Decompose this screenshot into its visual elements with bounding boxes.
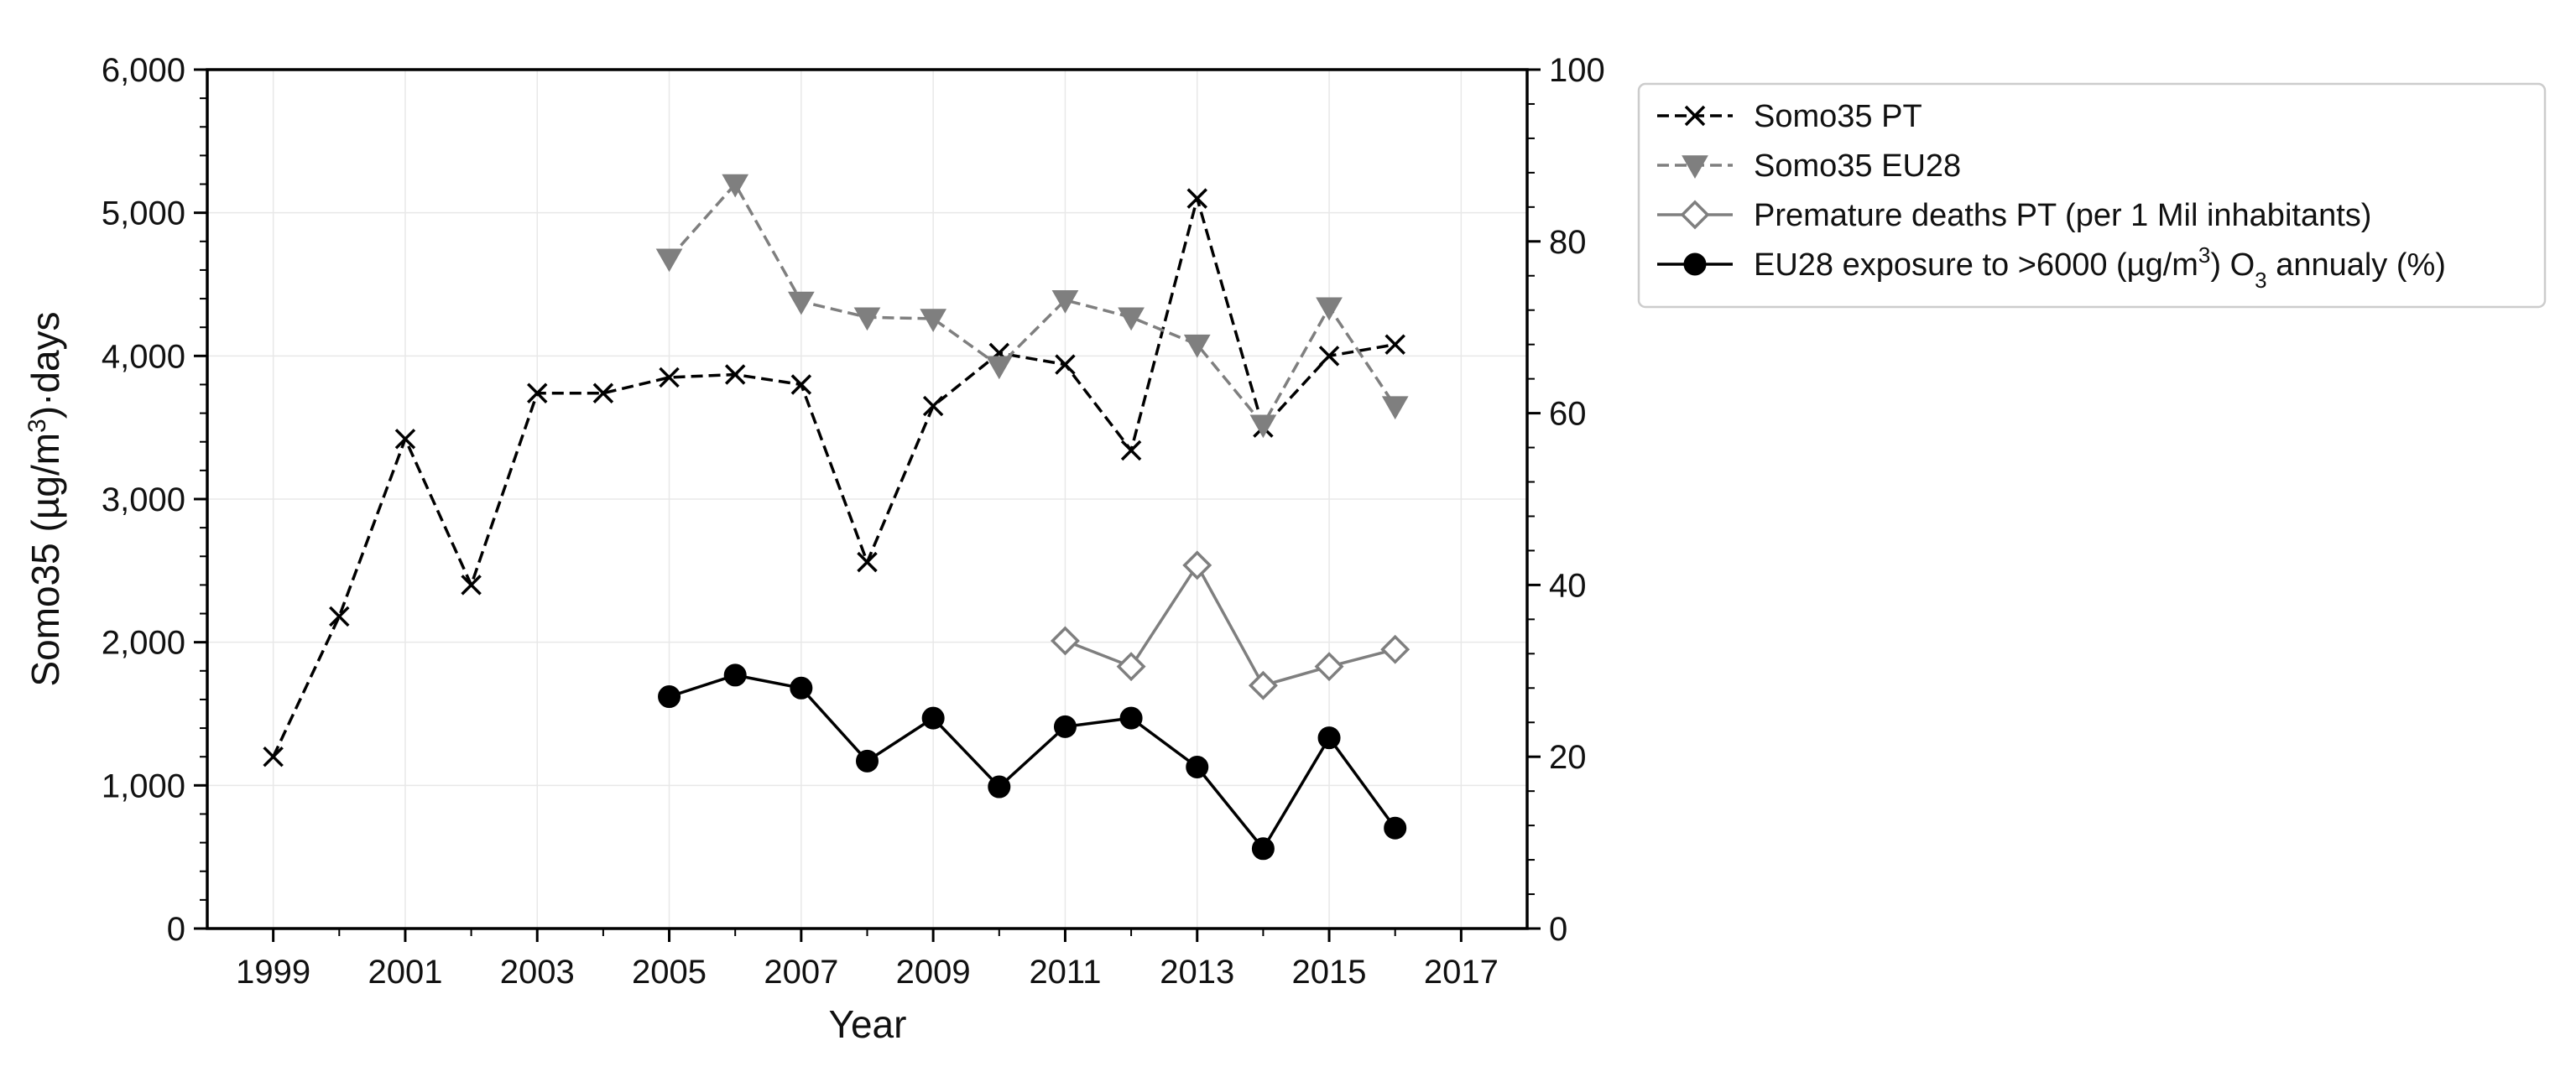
data-point [856, 749, 879, 773]
y-right-tick-label: 100 [1549, 52, 1605, 89]
data-point [1186, 188, 1207, 209]
data-point [723, 663, 747, 687]
x-tick-label: 2005 [632, 954, 707, 991]
x-tick-label: 1999 [236, 954, 310, 991]
data-point [1381, 396, 1409, 420]
data-point [985, 356, 1013, 380]
data-point [790, 374, 812, 395]
y-right-tick-label: 0 [1549, 911, 1567, 948]
data-point [329, 606, 350, 627]
data-point [263, 746, 284, 767]
data-point [790, 676, 813, 700]
data-point [394, 429, 416, 450]
series-1 [655, 174, 1409, 439]
y-left-tick-label: 1,000 [102, 767, 185, 804]
data-point [988, 775, 1011, 799]
data-point [655, 248, 683, 273]
y-axis-title-left: Somo35 (µg/m3)·days [23, 311, 68, 686]
legend-marker [1680, 200, 1710, 230]
data-point [1317, 726, 1341, 750]
series-line [272, 196, 1395, 757]
data-point [787, 291, 815, 315]
data-point [1183, 334, 1211, 358]
data-point [658, 685, 681, 709]
legend-item: EU28 exposure to >6000 (µg/m3) O3 annual… [1657, 242, 2446, 293]
legend-label: Somo35 PT [1754, 99, 1922, 134]
y-right-tick-label: 60 [1549, 396, 1587, 433]
y-left-tick-label: 5,000 [102, 195, 185, 232]
axes: 1999 2001 2003 2005 2007 2009 2011 2013 2015 2017… [102, 52, 1605, 991]
legend-label: EU28 exposure to >6000 (µg/m3) O3 annual… [1754, 242, 2446, 293]
data-point [1186, 755, 1209, 778]
x-tick-label: 2017 [1424, 954, 1499, 991]
data-point [1116, 652, 1146, 682]
data-point [853, 307, 881, 331]
data-point [1249, 414, 1277, 439]
data-point [659, 367, 680, 388]
data-point [1055, 354, 1076, 375]
x-axis-title: Year [829, 1002, 907, 1046]
y-right-tick-label: 80 [1549, 224, 1587, 261]
data-point [527, 382, 548, 403]
data-point [724, 364, 746, 385]
legend-label: Premature deaths PT (per 1 Mil inhabitan… [1754, 198, 2371, 233]
legend-item: Somo35 EU28 [1657, 148, 1961, 184]
series-line [668, 182, 1397, 427]
data-point [1316, 297, 1343, 321]
data-point [1120, 440, 1142, 461]
data-point [1384, 816, 1407, 840]
x-tick-label: 2003 [500, 954, 575, 991]
x-tick-label: 2015 [1292, 954, 1367, 991]
data-point [857, 551, 878, 573]
x-tick-label: 2001 [368, 954, 442, 991]
y-left-tick-label: 3,000 [102, 481, 185, 518]
data-point [1248, 670, 1278, 700]
data-point [1384, 334, 1405, 355]
y-right-tick-label: 40 [1549, 567, 1587, 604]
data-point [922, 395, 944, 417]
legend-marker [1684, 105, 1706, 127]
data-point [1380, 634, 1411, 664]
legend-label: Somo35 EU28 [1754, 148, 1961, 184]
x-tick-label: 2011 [1029, 954, 1101, 991]
y-left-tick-label: 6,000 [102, 52, 185, 89]
legend-marker [1683, 252, 1707, 276]
series-0 [263, 188, 1405, 767]
data-point [1119, 706, 1143, 730]
data-point [921, 706, 945, 730]
data-point [1053, 715, 1077, 738]
legend: Somo35 PT Somo35 EU28 Premature deaths PT … [1637, 82, 2547, 309]
data-point [1318, 346, 1340, 367]
y-left-tick-label: 4,000 [102, 338, 185, 375]
x-tick-label: 2009 [896, 954, 971, 991]
x-tick-label: 2013 [1160, 954, 1234, 991]
series-2 [1050, 550, 1411, 700]
data-point [461, 575, 482, 596]
x-tick-label: 2007 [764, 954, 838, 991]
data-point [1118, 307, 1145, 331]
data-point [722, 174, 749, 198]
data-point [1051, 290, 1079, 314]
data-point [920, 309, 947, 332]
legend-frame [1637, 82, 2547, 309]
legend-item: Premature deaths PT (per 1 Mil inhabitan… [1657, 198, 2371, 233]
data-point [1314, 652, 1344, 682]
series-3 [658, 663, 1407, 861]
plot-series [263, 174, 1411, 861]
y-right-tick-label: 20 [1549, 739, 1587, 776]
data-point [1182, 550, 1212, 580]
y-left-tick-label: 2,000 [102, 625, 185, 662]
data-point [592, 382, 614, 403]
legend-marker [1682, 155, 1708, 180]
y-left-tick-label: 0 [167, 911, 185, 948]
data-point [1050, 626, 1080, 656]
legend-item: Somo35 PT [1657, 99, 1922, 134]
data-point [1251, 837, 1275, 861]
